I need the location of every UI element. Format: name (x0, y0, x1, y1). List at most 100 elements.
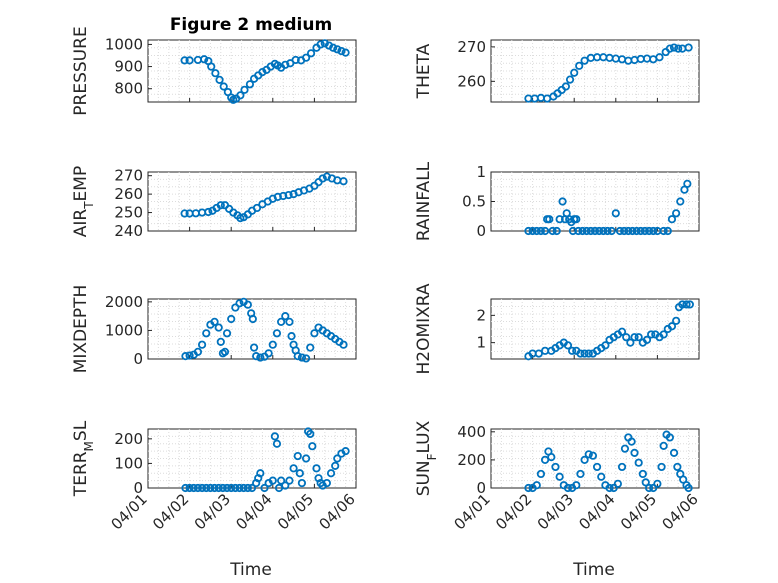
y-tick-label: 260 (114, 185, 143, 203)
data-point (260, 483, 269, 493)
data-point (339, 177, 348, 186)
data-point (563, 341, 573, 350)
y-tick-label: 0 (476, 479, 486, 497)
data-point (663, 226, 672, 236)
y-tick-label: 200 (114, 430, 143, 448)
data-point (626, 338, 635, 347)
data-point (218, 483, 227, 493)
data-point (576, 349, 585, 358)
y-tick-label: 0 (133, 479, 143, 497)
data-point (568, 346, 577, 355)
y-tick-label: 1 (476, 163, 486, 181)
y-tick-label: 400 (457, 423, 486, 441)
data-point (580, 349, 589, 358)
data-point (667, 322, 677, 331)
data-point (665, 44, 674, 53)
data-point (615, 226, 625, 236)
y-tick-label: 240 (114, 222, 143, 240)
data-point (256, 353, 265, 362)
data-point (609, 483, 618, 493)
data-point (341, 48, 350, 57)
data-point (532, 226, 541, 236)
data-point (185, 56, 194, 65)
data-point (291, 55, 300, 65)
subplot-pressure: 800 900 1000 PRESSURE (71, 26, 357, 116)
y-axis-label: PRESSURE (71, 26, 91, 115)
data-point (672, 316, 681, 325)
data-point (607, 226, 616, 236)
data-point (211, 69, 220, 78)
y-tick-label: 270 (114, 167, 143, 185)
data-point (312, 464, 321, 473)
data-point (574, 226, 583, 236)
data-point (180, 56, 189, 65)
data-point (289, 464, 298, 473)
data-point (297, 478, 307, 488)
data-point (215, 75, 224, 84)
data-point (644, 483, 654, 493)
x-tick-label: 04/02 (149, 490, 192, 533)
data-point (185, 351, 194, 360)
subplot-rainfall: 0 0.5 1 RAINFALL (414, 161, 700, 241)
data-point (673, 462, 682, 472)
data-point (627, 437, 636, 446)
y-tick-label: 0 (476, 222, 486, 240)
data-point (204, 207, 213, 217)
x-axis-label-left: Time (229, 560, 272, 580)
data-point (582, 226, 591, 236)
data-point (580, 56, 589, 65)
y-axis-label: THETA (414, 43, 434, 99)
x-axis-label-right: Time (572, 560, 615, 580)
data-point (548, 226, 557, 236)
y-axis-label: TERRMSL (71, 420, 96, 497)
data-point (551, 462, 560, 472)
data-point (540, 455, 550, 464)
data-point (236, 91, 245, 100)
data-point (339, 340, 348, 349)
data-point (657, 462, 666, 472)
data-point (227, 483, 236, 493)
data-point (644, 226, 654, 236)
data-point (210, 317, 219, 326)
data-point (295, 469, 304, 478)
data-point (270, 432, 279, 441)
y-tick-label: 900 (114, 58, 143, 76)
data-point (628, 226, 637, 236)
y-tick-label: 260 (457, 72, 486, 90)
data-point (277, 317, 286, 326)
data-point (592, 462, 602, 472)
data-point (667, 215, 677, 224)
data-point (634, 458, 643, 467)
data-point (210, 483, 219, 493)
data-point (649, 226, 658, 236)
data-point (576, 469, 585, 479)
data-point (220, 347, 230, 356)
data-point (301, 53, 311, 62)
data-point (322, 478, 331, 488)
y-tick-label: 270 (457, 38, 486, 56)
subplot-h2omixra: 1 2 H2OMIXRA (414, 283, 700, 375)
y-tick-label: 200 (457, 451, 486, 469)
data-point (308, 442, 317, 451)
data-point (310, 329, 319, 338)
data-point (252, 352, 261, 361)
y-tick-label: 2000 (105, 293, 143, 311)
x-tick-label: 04/03 (534, 490, 577, 533)
y-tick-label: 1 (476, 334, 486, 352)
data-point (595, 226, 604, 236)
data-point (235, 483, 244, 493)
data-point (240, 85, 249, 94)
data-point (272, 329, 282, 338)
data-point (634, 333, 643, 342)
data-point (584, 450, 593, 459)
data-point (272, 439, 282, 448)
subplot-theta: 260 270 THETA (414, 38, 700, 103)
data-point (306, 429, 315, 439)
data-point (528, 226, 537, 236)
data-point (552, 226, 561, 236)
data-point (219, 82, 228, 91)
data-point (281, 60, 290, 69)
data-point (252, 203, 262, 213)
data-point (679, 475, 688, 484)
data-point (243, 300, 252, 309)
